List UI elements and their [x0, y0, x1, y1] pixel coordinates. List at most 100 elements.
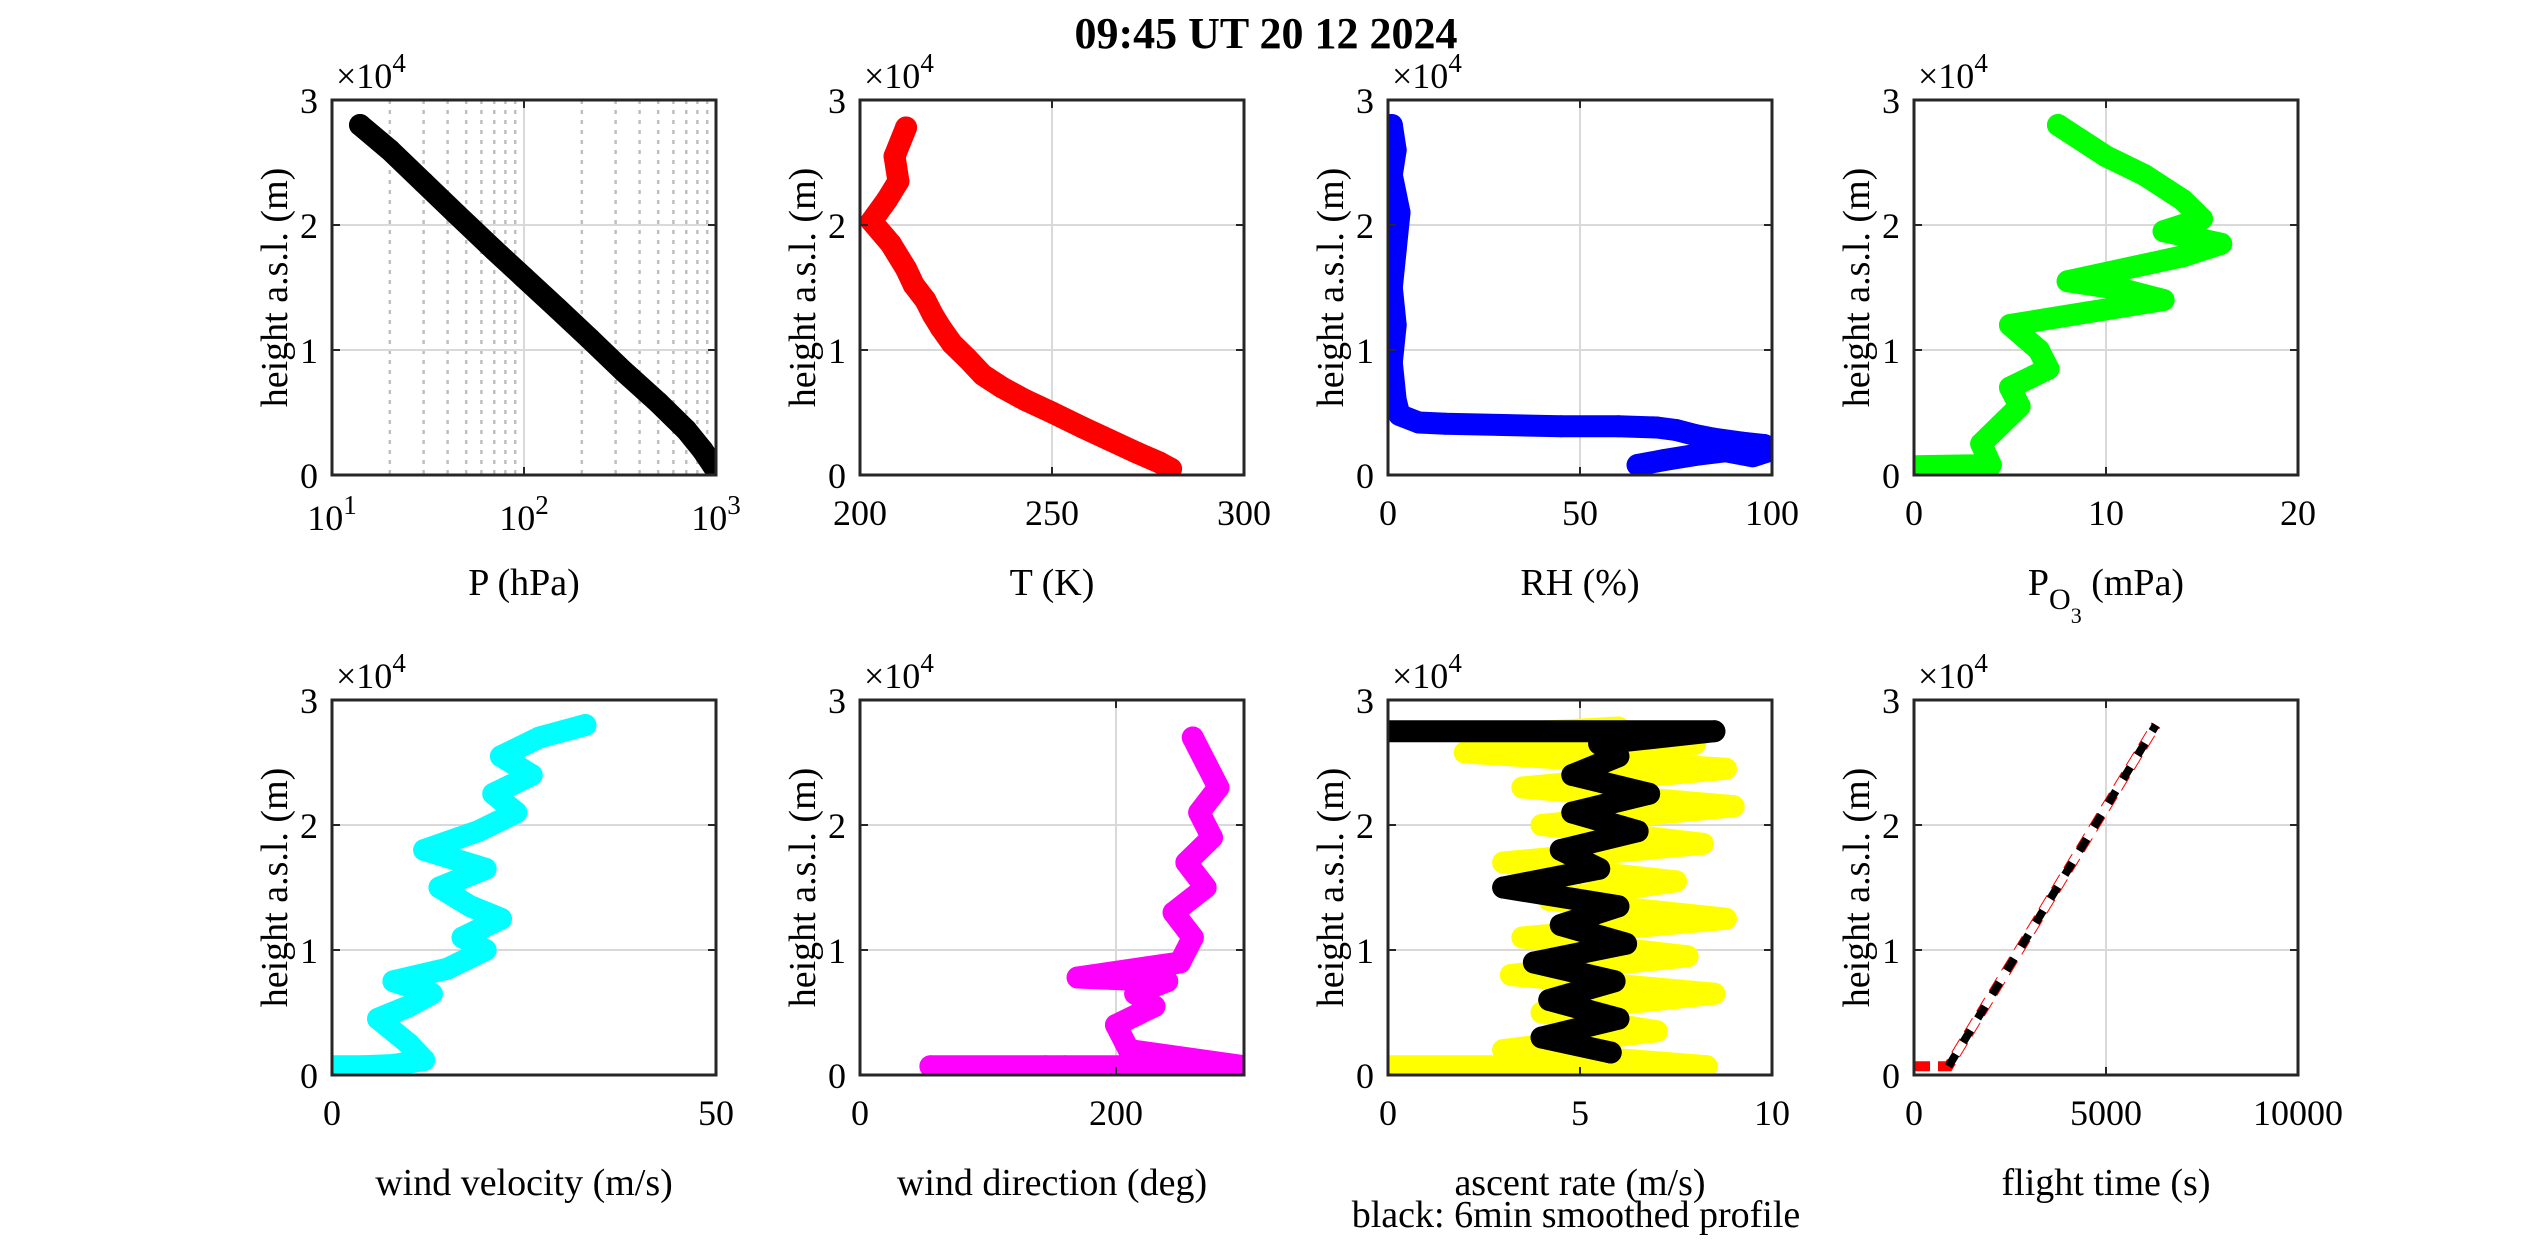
- data-point: [1530, 814, 1553, 836]
- data-point: [412, 171, 435, 194]
- data-point: [489, 907, 512, 930]
- y-tick-label: 1: [828, 931, 846, 971]
- data-point: [647, 391, 670, 414]
- data-point: [489, 745, 512, 768]
- plot-area: [1914, 114, 2233, 475]
- data-point: [1388, 314, 1407, 336]
- x-tick-label: 300: [1217, 493, 1271, 533]
- data-point: [1626, 820, 1649, 843]
- data-point: [1665, 870, 1687, 893]
- y-multiplier: ×104: [336, 648, 406, 696]
- data-point: [875, 189, 898, 211]
- data-point: [1148, 451, 1171, 474]
- series-line: [1914, 722, 2161, 1072]
- y-axis-label: height a.s.l. (m): [1836, 168, 1878, 408]
- x-tick-label: 10: [1754, 1093, 1790, 1133]
- data-point: [1181, 926, 1204, 949]
- data-point: [2210, 232, 2233, 255]
- x-axis-label: P (hPa): [468, 562, 580, 604]
- subplot-5: 0 50 0 1 2 3 ×104 height a.s.l. (m) wind velocit…: [254, 648, 734, 1204]
- data-point: [1105, 1014, 1127, 1036]
- data-point: [702, 455, 716, 475]
- data-point: [1676, 945, 1699, 968]
- y-tick-label: 2: [1882, 806, 1900, 846]
- data-point: [1703, 720, 1726, 743]
- y-tick-label: 1: [828, 331, 846, 371]
- y-axis-label: height a.s.l. (m): [1836, 768, 1878, 1008]
- data-point: [1703, 427, 1726, 450]
- data-point: [1492, 1039, 1515, 1061]
- x-tick-label: 0: [1905, 1093, 1923, 1133]
- data-point: [2075, 301, 2098, 324]
- data-point: [1034, 1055, 1057, 1075]
- data-point: [367, 1007, 390, 1030]
- y-axis-label: height a.s.l. (m): [1310, 768, 1352, 1008]
- data-point: [1753, 434, 1772, 456]
- data-point: [1169, 951, 1191, 974]
- data-point: [1194, 751, 1217, 774]
- data-point: [1695, 1055, 1718, 1075]
- data-point: [1626, 454, 1649, 475]
- data-point: [691, 439, 714, 461]
- data-point: [1665, 419, 1687, 441]
- data-point: [1638, 782, 1661, 805]
- data-point: [1607, 895, 1630, 918]
- data-point: [459, 895, 482, 918]
- data-point: [1989, 414, 2012, 436]
- plot-area: [332, 714, 597, 1075]
- y-tick-label: 2: [1356, 806, 1374, 846]
- data-point: [2152, 220, 2175, 243]
- subplot-1: 101 102 103 0 1 2 3 ×104 height a.s.l. (m) P (hPa…: [254, 48, 741, 604]
- y-tick-label: 0: [1356, 456, 1374, 496]
- data-point: [1645, 416, 1668, 439]
- data-point: [1703, 982, 1726, 1005]
- data-point: [2037, 357, 2060, 380]
- data-point: [513, 266, 535, 289]
- data-point: [1561, 764, 1584, 786]
- data-point: [991, 376, 1014, 399]
- data-point: [1388, 139, 1407, 161]
- x-tick-label: 0: [1379, 1093, 1397, 1133]
- y-tick-label: 3: [1356, 81, 1374, 121]
- data-point: [919, 1055, 942, 1075]
- y-tick-label: 1: [1356, 931, 1374, 971]
- data-point: [2027, 339, 2050, 361]
- x-tick-label: 50: [1562, 493, 1598, 533]
- plot-area: [1914, 722, 2161, 1072]
- data-point: [1603, 970, 1626, 993]
- data-point: [1388, 276, 1403, 299]
- data-point: [971, 364, 994, 386]
- y-tick-label: 0: [828, 1056, 846, 1096]
- data-point: [2056, 270, 2079, 293]
- data-point: [2008, 395, 2031, 418]
- x-tick-label: 5: [1571, 1093, 1589, 1133]
- subplot-4: 0 10 20 0 1 2 3 ×104 height a.s.l. (m) PO3 (mPa): [1836, 48, 2316, 628]
- data-point: [1188, 801, 1211, 824]
- y-tick-label: 0: [300, 456, 318, 496]
- y-tick-label: 0: [1882, 1056, 1900, 1096]
- data-point: [1162, 901, 1185, 924]
- data-point: [1492, 851, 1515, 874]
- figure-title: 09:45 UT 20 12 2024: [1075, 9, 1458, 58]
- data-point: [1511, 926, 1534, 949]
- y-multiplier: ×104: [1918, 48, 1988, 96]
- y-tick-label: 3: [828, 81, 846, 121]
- data-point: [349, 114, 372, 136]
- data-point: [1549, 914, 1572, 936]
- y-tick-label: 2: [828, 806, 846, 846]
- data-point: [1970, 432, 1993, 455]
- y-tick-label: 3: [1882, 681, 1900, 721]
- axes-box: [858, 698, 1246, 1077]
- data-point: [1125, 441, 1148, 464]
- data-point: [1530, 1026, 1553, 1049]
- data-point: [1388, 389, 1407, 411]
- y-tick-label: 1: [1882, 931, 1900, 971]
- data-point: [1181, 726, 1204, 749]
- data-point: [1407, 411, 1430, 434]
- data-point: [1181, 1055, 1204, 1075]
- data-point: [505, 801, 528, 824]
- footnote: black: 6min smoothed profile: [1352, 1194, 1801, 1236]
- data-point: [1201, 826, 1223, 849]
- data-point: [1194, 876, 1217, 899]
- plot-area: [1388, 114, 1772, 475]
